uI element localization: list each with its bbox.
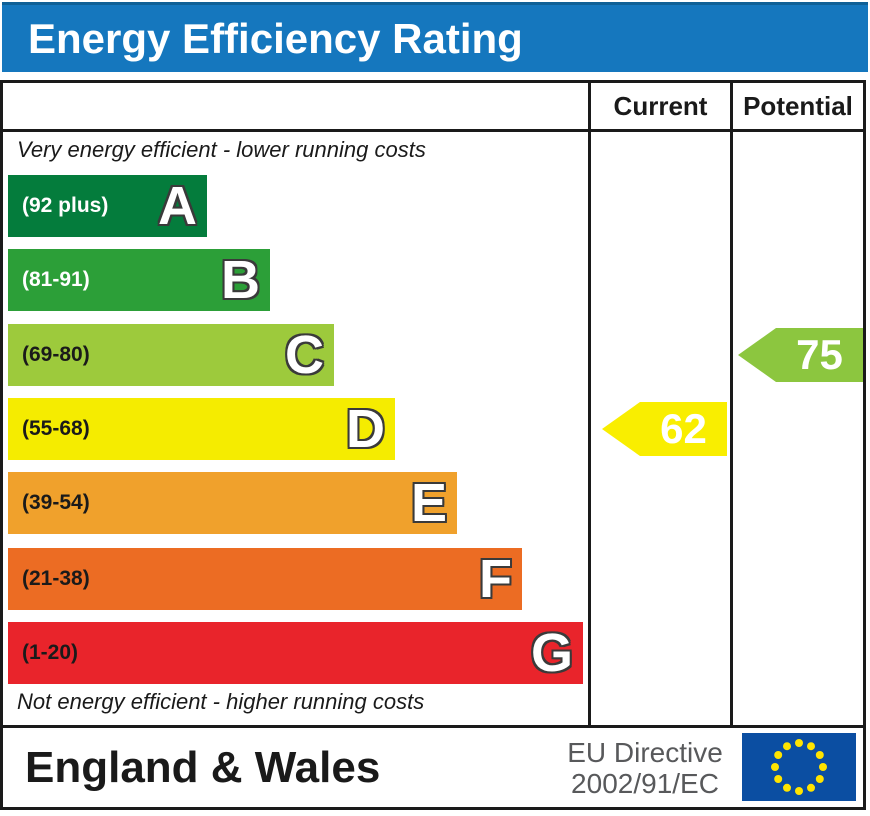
- band-e-letter: E: [410, 473, 447, 533]
- title-bar: Energy Efficiency Rating: [2, 2, 868, 72]
- band-a-letter: A: [158, 176, 197, 236]
- band-c: (69-80) C: [8, 324, 334, 386]
- column-header-potential: Potential: [743, 91, 853, 121]
- column-divider-left: [588, 83, 591, 725]
- potential-rating-marker: 75: [738, 328, 863, 382]
- header-divider: [3, 129, 863, 132]
- band-b-range: (81-91): [22, 268, 90, 291]
- band-e-range: (39-54): [22, 491, 90, 514]
- eu-directive-line2: 2002/91/EC: [571, 768, 719, 799]
- band-b-letter: B: [221, 250, 260, 310]
- region-label: England & Wales: [25, 743, 381, 792]
- eu-flag-stars: [771, 739, 827, 795]
- eu-directive-line1: EU Directive: [567, 737, 723, 768]
- footer: England & Wales EU Directive 2002/91/EC: [0, 725, 866, 810]
- caption-bottom: Not energy efficient - higher running co…: [17, 689, 425, 714]
- band-c-range: (69-80): [22, 343, 90, 366]
- rating-table: Current Potential Very energy efficient …: [0, 80, 866, 728]
- potential-rating-value: 75: [796, 331, 843, 378]
- caption-top: Very energy efficient - lower running co…: [17, 137, 426, 162]
- band-d-letter: D: [346, 399, 385, 459]
- eu-directive-label: EU Directive 2002/91/EC: [555, 737, 735, 799]
- potential-arrow-shape: [738, 328, 863, 382]
- left-arrow-icon: [602, 402, 727, 456]
- band-f-range: (21-38): [22, 567, 90, 590]
- band-g-letter: G: [530, 623, 573, 683]
- current-arrow-shape: [602, 402, 727, 456]
- current-rating-value: 62: [660, 405, 707, 452]
- eu-flag-icon: [742, 733, 856, 801]
- band-d: (55-68) D: [8, 398, 395, 460]
- band-d-range: (55-68): [22, 417, 90, 440]
- page-title: Energy Efficiency Rating: [28, 14, 523, 62]
- column-divider-right: [730, 83, 733, 725]
- current-rating-marker: 62: [602, 402, 727, 456]
- band-c-letter: C: [285, 325, 324, 385]
- band-g-range: (1-20): [22, 641, 79, 664]
- band-b: (81-91) B: [8, 249, 270, 311]
- left-arrow-icon: [738, 328, 863, 382]
- band-f: (21-38) F: [8, 548, 522, 610]
- band-g: (1-20) G: [8, 622, 583, 684]
- band-a: (92 plus) A: [8, 175, 207, 237]
- band-e: (39-54) E: [8, 472, 457, 534]
- column-header-current: Current: [613, 91, 708, 121]
- band-f-letter: F: [479, 549, 512, 609]
- band-a-range: (92 plus): [22, 194, 109, 217]
